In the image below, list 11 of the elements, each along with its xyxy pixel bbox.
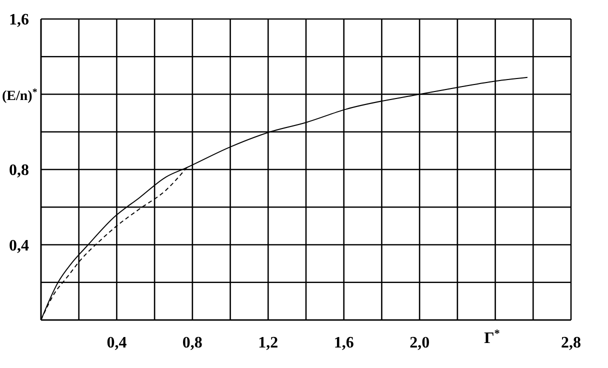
x-tick-label: 2,0	[410, 334, 430, 352]
x-tick-label: 2,8	[561, 334, 581, 352]
y-tick-label: 0,8	[9, 162, 29, 180]
y-tick-label: 1,6	[9, 12, 29, 29]
x-tick-label: 0,4	[106, 334, 127, 352]
x-tick-label: 0,8	[182, 334, 202, 352]
x-axis-title: Г$^{*}$	[484, 328, 500, 347]
y-tick-label: 0,4	[9, 237, 29, 254]
y-axis-title: (E/n)$^{*}$	[2, 86, 38, 104]
x-tick-label: 1,2	[258, 334, 278, 352]
x-tick-label: 1,6	[334, 334, 354, 352]
